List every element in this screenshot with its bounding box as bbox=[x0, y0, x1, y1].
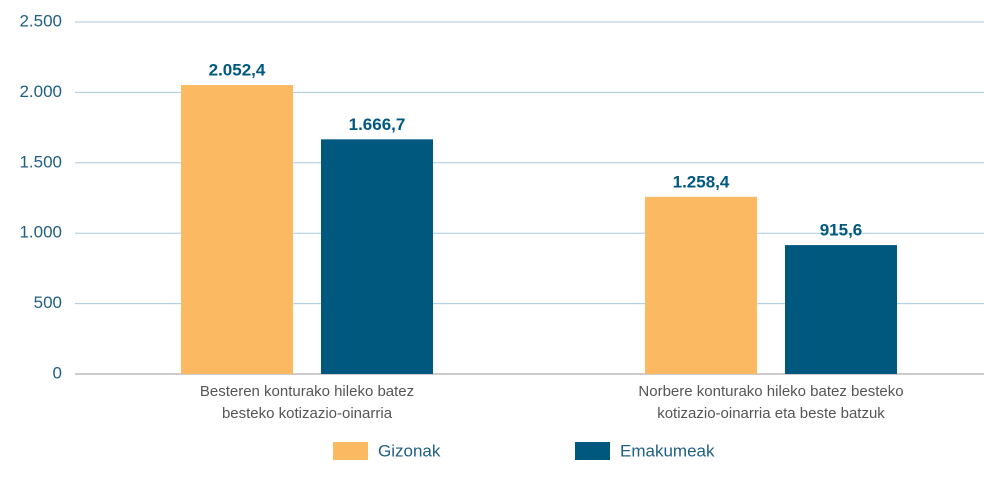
bar bbox=[645, 196, 757, 374]
y-tick-label: 2.000 bbox=[19, 82, 62, 101]
y-tick-label: 500 bbox=[34, 293, 62, 312]
x-tick-label: Norbere konturako hileko batez besteko bbox=[638, 383, 903, 400]
legend-label: Emakumeak bbox=[620, 441, 715, 460]
bar bbox=[181, 85, 293, 374]
legend-label: Gizonak bbox=[378, 441, 441, 460]
bar bbox=[785, 245, 897, 374]
value-label: 2.052,4 bbox=[209, 61, 266, 80]
x-tick-label: Besteren konturako hileko batez bbox=[200, 383, 414, 400]
value-label: 1.258,4 bbox=[673, 172, 730, 191]
y-tick-label: 2.500 bbox=[19, 11, 62, 30]
x-tick-label: besteko kotizazio-oinarria bbox=[222, 405, 393, 422]
x-tick-label: kotizazio-oinarria eta beste batzuk bbox=[657, 405, 885, 422]
value-label: 915,6 bbox=[820, 221, 863, 240]
y-tick-label: 0 bbox=[53, 363, 62, 382]
y-tick-label: 1.500 bbox=[19, 152, 62, 171]
bar bbox=[321, 139, 433, 374]
value-label: 1.666,7 bbox=[349, 115, 406, 134]
legend-swatch bbox=[575, 442, 610, 460]
y-tick-label: 1.000 bbox=[19, 223, 62, 242]
legend-swatch bbox=[333, 442, 368, 460]
